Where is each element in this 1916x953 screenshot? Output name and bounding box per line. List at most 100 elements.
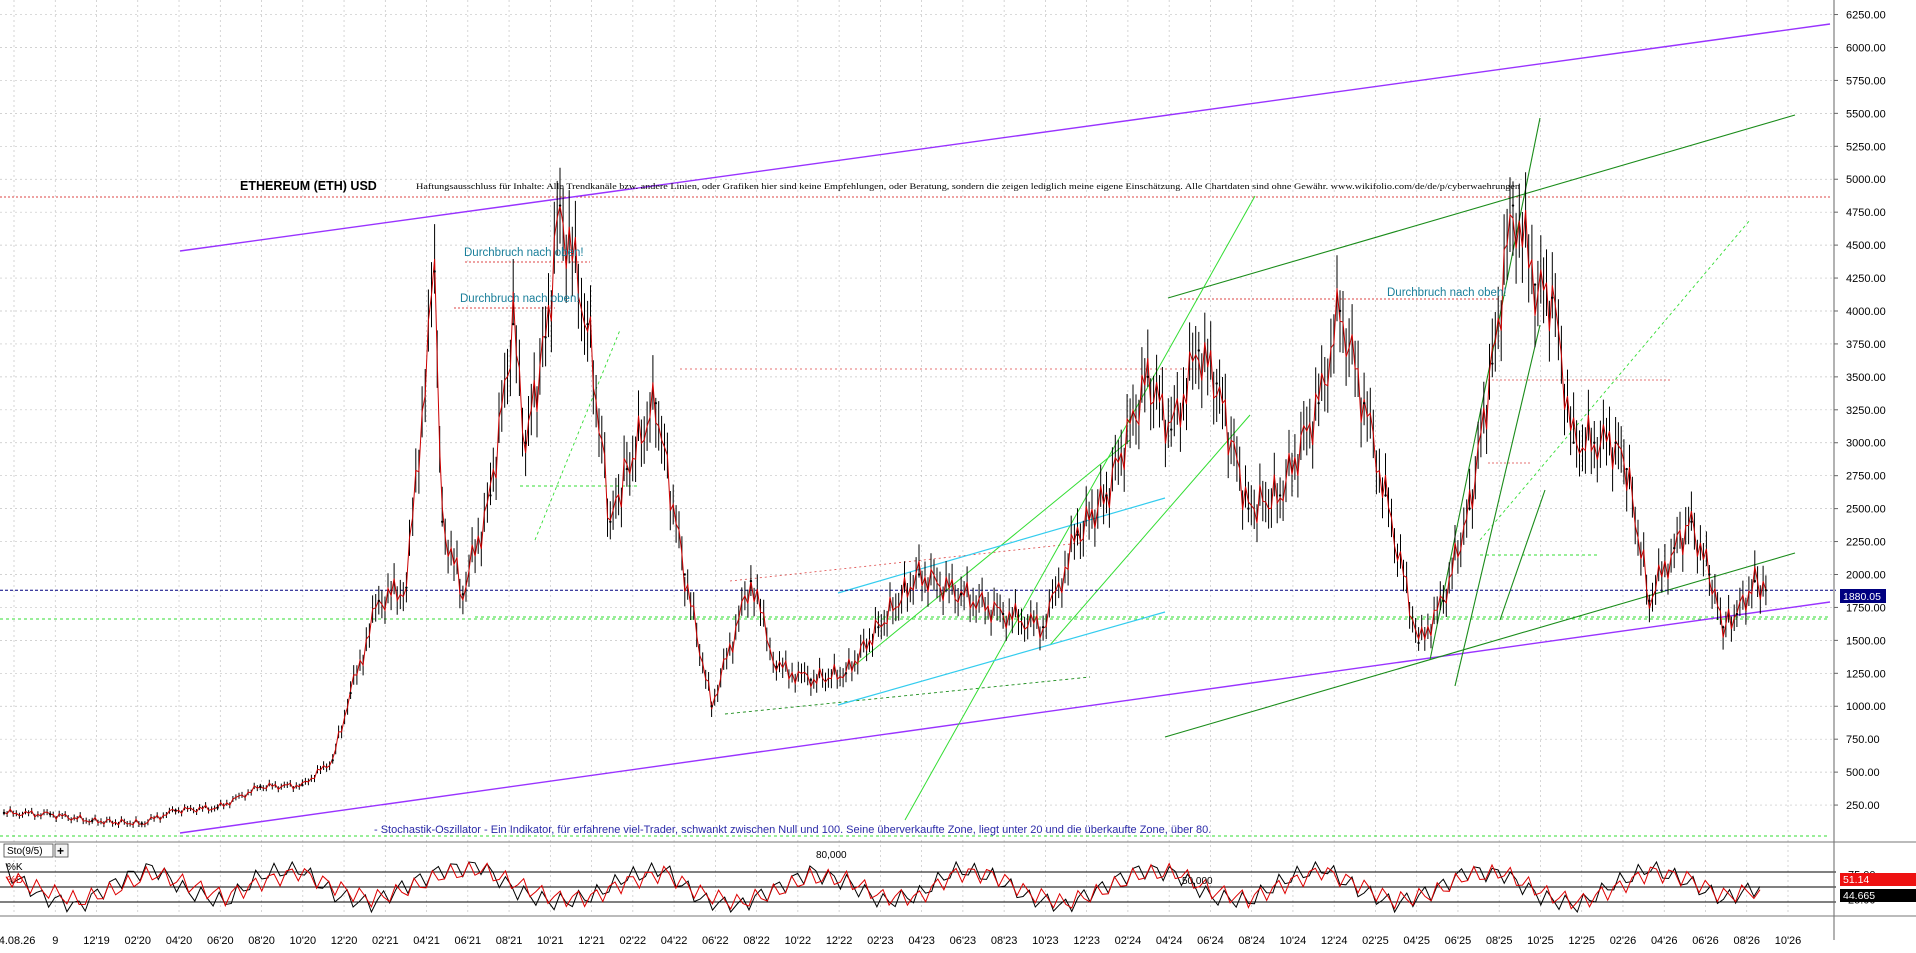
x-tick-label: 08'24 [1238, 935, 1265, 947]
green-trend-lower [1164, 552, 1796, 738]
price-point [877, 625, 880, 629]
breakout-annotation-1: Durchbruch nach oben! [464, 247, 584, 259]
y-tick-label: 3500.00 [1846, 372, 1886, 384]
y-tick-label: 3000.00 [1846, 438, 1886, 450]
y-tick-label: 4750.00 [1846, 207, 1886, 219]
x-tick-label: 08'20 [248, 935, 275, 947]
price-point [301, 784, 304, 787]
price-point [1041, 625, 1045, 629]
osc-level-50-label: 50,000 [1182, 876, 1213, 887]
price-point [461, 593, 465, 596]
x-tick-label: 06'20 [207, 935, 234, 947]
chart-title: ETHEREUM (ETH) USD [240, 179, 377, 193]
price-point [625, 467, 629, 471]
x-tick-label: 08'26 [1733, 935, 1760, 947]
x-tick-label: 02'23 [867, 935, 894, 947]
x-tick-label: 02'20 [124, 935, 151, 947]
price-point [749, 579, 753, 583]
green-steep-3 [1499, 489, 1546, 621]
price-point [1442, 599, 1445, 603]
price-point [654, 402, 658, 405]
price-point [524, 441, 527, 444]
x-tick-label: 04'24 [1156, 935, 1183, 947]
y-tick-label: 1750.00 [1846, 602, 1886, 614]
price-point [683, 573, 686, 576]
y-tick-label: 5500.00 [1846, 108, 1886, 120]
x-tick-label: 12'21 [578, 935, 605, 947]
x-tick-label: 06'25 [1445, 935, 1472, 947]
price-point [1673, 546, 1676, 550]
price-series [2, 167, 1768, 828]
price-point [1278, 494, 1282, 497]
price-point [1491, 362, 1494, 365]
support-trend [724, 676, 1091, 715]
price-point [1721, 625, 1725, 629]
x-tick-label: 12'24 [1321, 935, 1348, 947]
price-point [349, 691, 352, 695]
y-tick-label: 500.00 [1846, 767, 1880, 779]
price-point [1170, 428, 1173, 431]
y-tick-label: 5000.00 [1846, 174, 1886, 186]
x-tick-label: 06'23 [950, 935, 977, 947]
price-point [1533, 283, 1537, 286]
x-tick-label: 10'24 [1280, 935, 1307, 947]
y-tick-label: 5250.00 [1846, 141, 1886, 153]
green-trend-upper [1167, 114, 1796, 299]
k-legend: %K [7, 862, 23, 873]
price-point [1735, 612, 1739, 616]
x-tick-label: 04'22 [661, 935, 688, 947]
price-point [140, 822, 144, 825]
green-steep-1 [1429, 117, 1541, 661]
disclaimer-text: Haftungsausschluss für Inhalte: Alle Tre… [416, 181, 1521, 191]
x-tick-label: 04'23 [908, 935, 935, 947]
x-tick-label: 12'23 [1073, 935, 1100, 947]
k-value-badge: 51.14 [1840, 873, 1916, 886]
price-point [441, 520, 444, 523]
price-point [775, 665, 778, 668]
price-point [544, 336, 547, 339]
x-tick-label: 04'21 [413, 935, 440, 947]
svg-text:44.665: 44.665 [1843, 890, 1875, 902]
price-point [1215, 382, 1218, 385]
price-point [1572, 441, 1575, 444]
price-point [959, 593, 963, 596]
svg-text:1880.05: 1880.05 [1843, 591, 1881, 603]
price-point [844, 672, 848, 675]
x-tick-label: 08'25 [1486, 935, 1513, 947]
svg-text:51.14: 51.14 [1843, 874, 1869, 886]
price-point [1105, 494, 1108, 497]
y-tick-label: 1500.00 [1846, 635, 1886, 647]
price-point [1468, 507, 1471, 510]
light-green-channel-1 [904, 195, 1256, 821]
x-tick-label: 06'21 [455, 935, 482, 947]
y-tick-label: 2750.00 [1846, 471, 1886, 483]
price-point [1551, 296, 1554, 300]
x-tick-label: 02'24 [1115, 935, 1142, 947]
price-point [1614, 441, 1617, 444]
add-indicator-button[interactable]: + [54, 843, 69, 858]
breakout-annotation-3: Durchbruch nach oben! [1387, 287, 1507, 299]
price-point [1247, 507, 1250, 510]
x-tick-label: 12'20 [331, 935, 358, 947]
price-point [511, 322, 515, 326]
price-point [1753, 579, 1757, 583]
x-tick-label: 10'25 [1527, 935, 1554, 947]
cyan-channel-upper [837, 497, 1166, 594]
price-point [1076, 533, 1079, 537]
x-tick-label: 14.08.26 [0, 935, 35, 947]
y-tick-label: 1000.00 [1846, 701, 1886, 713]
channel-lower [179, 601, 1831, 834]
x-tick-label: 12'22 [826, 935, 853, 947]
x-tick-label: 10'22 [785, 935, 812, 947]
price-point [331, 759, 334, 762]
x-tick-label: 08'22 [743, 935, 770, 947]
price-point [917, 573, 921, 576]
x-tick-label: 02'26 [1610, 935, 1637, 947]
price-point [809, 678, 813, 682]
price-badge: 1880.05 [1840, 589, 1886, 603]
